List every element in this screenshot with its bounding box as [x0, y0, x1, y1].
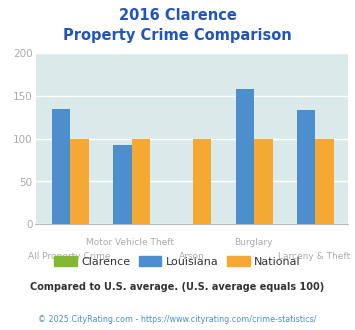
Text: 2016 Clarence: 2016 Clarence [119, 8, 236, 23]
Bar [52, 109, 70, 224]
Bar [297, 110, 316, 224]
Text: Arson: Arson [179, 252, 204, 261]
Text: Larceny & Theft: Larceny & Theft [278, 252, 350, 261]
Bar [236, 89, 254, 224]
Bar [132, 139, 150, 224]
Text: © 2025 CityRating.com - https://www.cityrating.com/crime-statistics/: © 2025 CityRating.com - https://www.city… [38, 315, 317, 324]
Bar [254, 139, 273, 224]
Bar [316, 139, 334, 224]
Text: Motor Vehicle Theft: Motor Vehicle Theft [87, 238, 174, 247]
Bar [113, 145, 132, 224]
Text: Burglary: Burglary [234, 238, 272, 247]
Text: Compared to U.S. average. (U.S. average equals 100): Compared to U.S. average. (U.S. average … [31, 282, 324, 292]
Legend: Clarence, Louisiana, National: Clarence, Louisiana, National [50, 251, 305, 271]
Text: All Property Crime: All Property Crime [28, 252, 110, 261]
Bar [70, 139, 89, 224]
Bar [193, 139, 211, 224]
Text: Property Crime Comparison: Property Crime Comparison [63, 28, 292, 43]
